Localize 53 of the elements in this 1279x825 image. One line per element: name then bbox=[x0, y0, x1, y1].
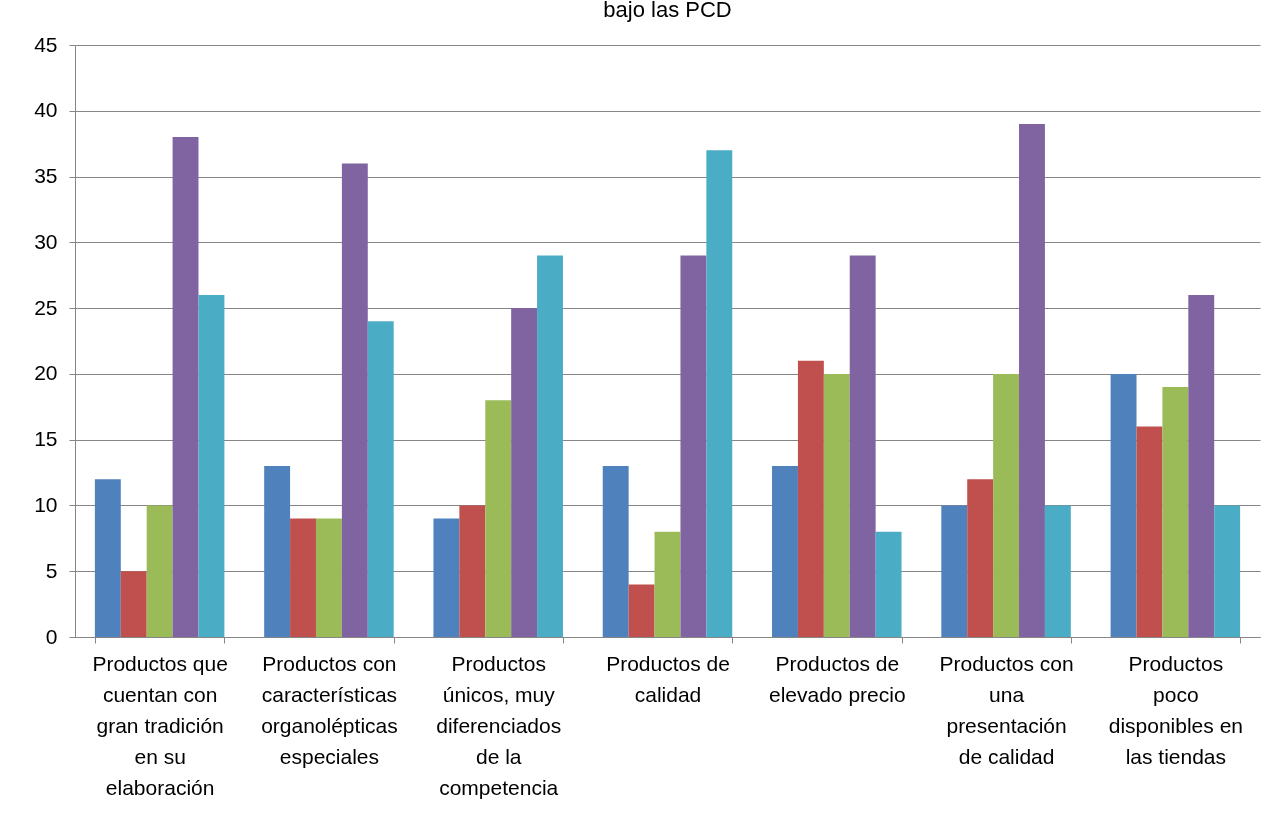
bar bbox=[875, 531, 902, 637]
y-tick-label: 25 bbox=[34, 295, 58, 319]
bar bbox=[290, 518, 316, 637]
bar bbox=[1188, 294, 1215, 637]
y-tick-label: 20 bbox=[34, 361, 58, 385]
x-tick-label: Productos poco disponibles en las tiendas bbox=[1108, 651, 1243, 768]
bar bbox=[967, 479, 994, 637]
bar bbox=[1044, 505, 1071, 637]
bar bbox=[1162, 387, 1189, 637]
bar bbox=[941, 505, 968, 637]
bar bbox=[993, 373, 1020, 637]
bar bbox=[1136, 426, 1163, 637]
y-tick-label: 40 bbox=[34, 98, 58, 122]
bar bbox=[146, 505, 173, 637]
bar bbox=[341, 163, 368, 637]
y-tick-label: 5 bbox=[45, 558, 58, 582]
bar bbox=[537, 255, 563, 637]
bar bbox=[628, 584, 655, 637]
bar bbox=[1019, 123, 1045, 637]
y-tick-label: 35 bbox=[34, 164, 58, 188]
bar bbox=[120, 571, 147, 637]
x-tick-label: Productos de calidad bbox=[606, 651, 730, 706]
bar bbox=[459, 505, 486, 637]
y-tick-label: 45 bbox=[34, 32, 58, 56]
bar bbox=[511, 308, 538, 637]
bar bbox=[680, 255, 707, 637]
bar bbox=[1110, 373, 1137, 637]
bar bbox=[264, 465, 291, 637]
bar bbox=[367, 321, 394, 637]
x-tick-label: Productos con características organolépticas especiales bbox=[261, 651, 398, 768]
chart-title: bajo las PCD bbox=[603, 0, 732, 22]
y-tick-label: 15 bbox=[34, 427, 58, 451]
y-tick-label: 30 bbox=[34, 229, 58, 253]
y-tick-label: 10 bbox=[34, 492, 58, 516]
bar bbox=[602, 465, 629, 637]
bar bbox=[797, 360, 824, 637]
bar bbox=[172, 137, 199, 637]
bar bbox=[706, 150, 733, 637]
bar bbox=[772, 465, 798, 637]
bar bbox=[1214, 505, 1241, 637]
bar bbox=[433, 518, 460, 637]
bar bbox=[823, 373, 850, 637]
bar bbox=[315, 518, 342, 637]
bar bbox=[198, 294, 225, 637]
bar bbox=[485, 400, 512, 637]
bar bbox=[849, 255, 876, 637]
bar bbox=[654, 531, 681, 637]
x-tick-label: Productos de elevado precio bbox=[768, 651, 906, 706]
x-tick-label: Productos únicos, muy diferenciados de la competencia bbox=[436, 651, 562, 799]
bar bbox=[94, 479, 121, 637]
x-tick-label: Productos que cuentan con gran tradición en su elaboración bbox=[92, 651, 228, 799]
y-tick-label: 0 bbox=[45, 624, 58, 648]
x-tick-label: Productos con una presentación de calidad bbox=[939, 651, 1074, 768]
